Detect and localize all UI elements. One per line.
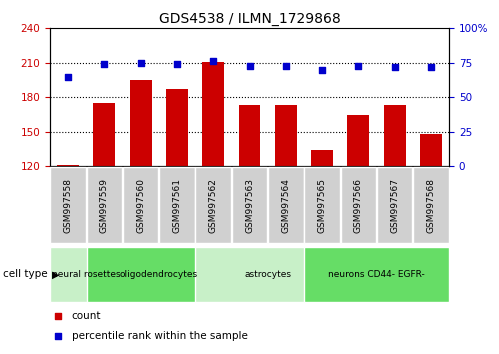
Bar bbox=[413, 167, 449, 244]
Bar bbox=[86, 247, 231, 302]
Point bbox=[137, 60, 145, 66]
Text: GSM997567: GSM997567 bbox=[390, 178, 399, 233]
Bar bbox=[239, 105, 260, 166]
Bar bbox=[93, 103, 115, 166]
Point bbox=[246, 63, 253, 68]
Point bbox=[282, 63, 290, 68]
Point bbox=[354, 63, 362, 68]
Bar bbox=[57, 165, 79, 166]
Text: percentile rank within the sample: percentile rank within the sample bbox=[72, 331, 248, 341]
Bar bbox=[304, 247, 449, 302]
Bar bbox=[159, 167, 195, 244]
Text: GSM997563: GSM997563 bbox=[245, 178, 254, 233]
Point bbox=[391, 64, 399, 70]
Text: GSM997558: GSM997558 bbox=[63, 178, 72, 233]
Text: GSM997560: GSM997560 bbox=[136, 178, 145, 233]
Bar bbox=[202, 62, 224, 166]
Point bbox=[209, 59, 217, 64]
Bar bbox=[420, 134, 442, 166]
Bar bbox=[304, 167, 340, 244]
Text: count: count bbox=[72, 311, 101, 321]
Text: ▶: ▶ bbox=[52, 269, 60, 279]
Title: GDS4538 / ILMN_1729868: GDS4538 / ILMN_1729868 bbox=[159, 12, 340, 26]
Text: GSM997565: GSM997565 bbox=[317, 178, 326, 233]
Bar bbox=[347, 115, 369, 166]
Bar bbox=[130, 80, 152, 166]
Text: cell type: cell type bbox=[3, 269, 47, 279]
Text: astrocytes: astrocytes bbox=[244, 270, 291, 279]
Text: GSM997559: GSM997559 bbox=[100, 178, 109, 233]
Text: GSM997562: GSM997562 bbox=[209, 178, 218, 233]
Point bbox=[427, 64, 435, 70]
Bar bbox=[166, 89, 188, 166]
Point bbox=[318, 67, 326, 73]
Bar bbox=[232, 167, 267, 244]
Text: GSM997561: GSM997561 bbox=[173, 178, 182, 233]
Bar bbox=[377, 167, 413, 244]
Bar bbox=[275, 105, 297, 166]
Bar bbox=[268, 167, 303, 244]
Text: GSM997566: GSM997566 bbox=[354, 178, 363, 233]
Text: GSM997568: GSM997568 bbox=[427, 178, 436, 233]
Bar bbox=[86, 167, 122, 244]
Text: neural rosettes: neural rosettes bbox=[52, 270, 120, 279]
Point bbox=[173, 61, 181, 67]
Text: neurons CD44- EGFR-: neurons CD44- EGFR- bbox=[328, 270, 425, 279]
Point bbox=[54, 314, 62, 319]
Point bbox=[54, 333, 62, 339]
Bar bbox=[341, 167, 376, 244]
Point bbox=[100, 61, 108, 67]
Bar bbox=[50, 167, 86, 244]
Bar bbox=[50, 247, 122, 302]
Bar bbox=[123, 167, 158, 244]
Text: GSM997564: GSM997564 bbox=[281, 178, 290, 233]
Text: oligodendrocytes: oligodendrocytes bbox=[120, 270, 198, 279]
Bar bbox=[384, 105, 406, 166]
Point bbox=[64, 74, 72, 79]
Bar bbox=[311, 150, 333, 166]
Bar bbox=[196, 247, 340, 302]
Bar bbox=[196, 167, 231, 244]
